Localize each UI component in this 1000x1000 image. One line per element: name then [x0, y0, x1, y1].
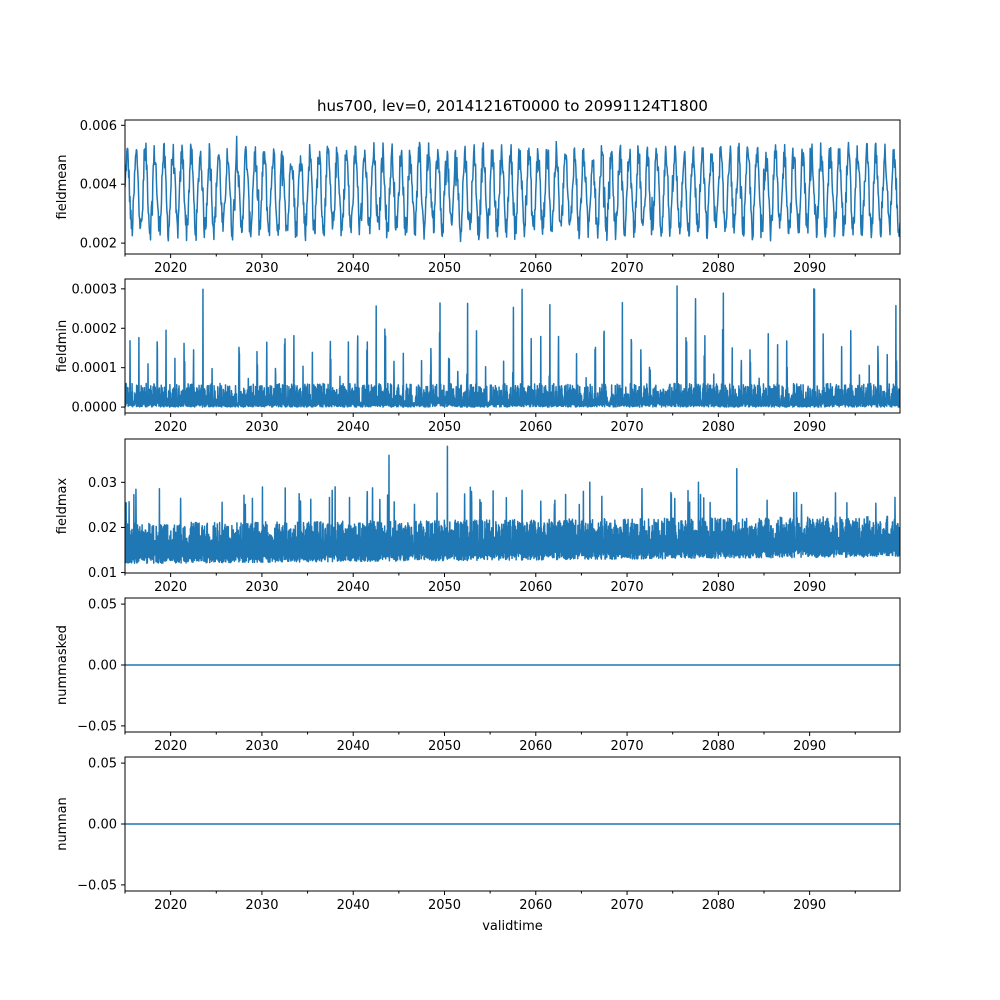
fieldmean-x-tick-label: 2040 — [337, 261, 370, 276]
fieldmean-axes-frame — [124, 119, 901, 255]
fieldmin-y-axis-label: fieldmin — [55, 320, 70, 373]
fieldmin-series-line — [125, 285, 900, 408]
fieldmin-axes-frame — [124, 278, 901, 414]
nummasked-x-tick-label: 2020 — [154, 739, 187, 754]
fieldmax-x-tick-label: 2080 — [702, 580, 735, 595]
fieldmax-x-tick-label: 2060 — [519, 580, 552, 595]
fieldmin-y-tick-label: 0.0002 — [72, 322, 118, 337]
panel-numnan: −0.05 0.00 0.05 2020 2030 2040 2050 2060 2070 208… — [55, 756, 901, 913]
numnan-y-tick-label: 0.00 — [88, 818, 117, 833]
fieldmean-x-tick-label: 2020 — [154, 261, 187, 276]
fieldmin-y-tick-label: 0.0003 — [72, 282, 118, 297]
fieldmin-x-tick-label: 2080 — [702, 420, 735, 435]
numnan-x-tick-label: 2070 — [611, 898, 644, 913]
panel-fieldmean: 0.002 0.004 0.006 2020 2030 2040 2050 2060 2070 2… — [55, 119, 901, 276]
fieldmean-x-tick-label: 2060 — [519, 261, 552, 276]
nummasked-y-tick-label: 0.00 — [88, 659, 117, 674]
fieldmean-y-tick-label: 0.004 — [80, 178, 117, 193]
nummasked-x-tick-label: 2090 — [793, 739, 826, 754]
chart-title: hus700, lev=0, 20141216T0000 to 20991124… — [317, 97, 708, 115]
fieldmean-y-axis-label: fieldmean — [55, 155, 70, 220]
fieldmax-y-tick-label: 0.01 — [88, 566, 117, 581]
numnan-x-tick-label: 2080 — [702, 898, 735, 913]
panel-fieldmin: 0.0000 0.0001 0.0002 0.0003 2020 2030 2040 2050… — [55, 278, 901, 435]
fieldmean-y-tick-label: 0.002 — [80, 237, 117, 252]
nummasked-x-tick-label: 2040 — [337, 739, 370, 754]
fieldmin-y-tick-label: 0.0001 — [72, 361, 118, 376]
numnan-x-tick-label: 2050 — [428, 898, 461, 913]
numnan-x-tick-label: 2020 — [154, 898, 187, 913]
fieldmean-x-tick-label: 2080 — [702, 261, 735, 276]
fieldmax-x-tick-label: 2040 — [337, 580, 370, 595]
nummasked-x-tick-label: 2080 — [702, 739, 735, 754]
fieldmin-x-tick-label: 2030 — [245, 420, 278, 435]
nummasked-y-tick-label: 0.05 — [88, 598, 117, 613]
fieldmax-y-axis-label: fieldmax — [55, 478, 70, 535]
numnan-y-axis-label: numnan — [55, 797, 70, 851]
numnan-y-tick-label: 0.05 — [88, 757, 117, 772]
fieldmin-x-tick-label: 2070 — [611, 420, 644, 435]
panel-fieldmax: 0.01 0.02 0.03 2020 2030 2040 2050 2060 2070 2080… — [55, 438, 901, 595]
fieldmean-x-tick-label: 2070 — [611, 261, 644, 276]
panels: 0.002 0.004 0.006 2020 2030 2040 2050 2060 2070 2… — [55, 119, 901, 913]
fieldmax-x-tick-label: 2090 — [793, 580, 826, 595]
fieldmax-x-tick-label: 2030 — [245, 580, 278, 595]
numnan-x-tick-label: 2030 — [245, 898, 278, 913]
fieldmin-x-tick-label: 2050 — [428, 420, 461, 435]
fieldmax-y-tick-label: 0.03 — [88, 476, 117, 491]
fieldmax-x-tick-label: 2070 — [611, 580, 644, 595]
fieldmean-x-tick-label: 2030 — [245, 261, 278, 276]
fieldmax-x-tick-label: 2020 — [154, 580, 187, 595]
nummasked-x-tick-label: 2050 — [428, 739, 461, 754]
fieldmin-x-tick-label: 2090 — [793, 420, 826, 435]
nummasked-x-tick-label: 2060 — [519, 739, 552, 754]
fieldmean-x-tick-label: 2090 — [793, 261, 826, 276]
panel-nummasked: −0.05 0.00 0.05 2020 2030 2040 2050 2060 2070 208… — [55, 597, 901, 754]
fieldmax-y-tick-label: 0.02 — [88, 521, 117, 536]
fieldmean-y-tick-label: 0.006 — [80, 119, 117, 134]
nummasked-x-tick-label: 2070 — [611, 739, 644, 754]
fieldmean-x-tick-label: 2050 — [428, 261, 461, 276]
fieldmax-axes-frame — [124, 438, 901, 574]
fieldmin-x-tick-label: 2020 — [154, 420, 187, 435]
fieldmean-series-line — [125, 135, 900, 243]
nummasked-y-axis-label: nummasked — [55, 625, 70, 705]
x-axis-label: validtime — [482, 919, 543, 934]
fieldmax-series-line — [125, 445, 900, 564]
fieldmin-y-tick-label: 0.0000 — [72, 401, 118, 416]
fieldmax-x-tick-label: 2050 — [428, 580, 461, 595]
nummasked-x-tick-label: 2030 — [245, 739, 278, 754]
fieldmin-x-tick-label: 2040 — [337, 420, 370, 435]
nummasked-y-tick-label: −0.05 — [77, 719, 117, 734]
numnan-y-tick-label: −0.05 — [77, 878, 117, 893]
fieldmin-x-tick-label: 2060 — [519, 420, 552, 435]
numnan-x-tick-label: 2040 — [337, 898, 370, 913]
numnan-x-tick-label: 2090 — [793, 898, 826, 913]
numnan-x-tick-label: 2060 — [519, 898, 552, 913]
